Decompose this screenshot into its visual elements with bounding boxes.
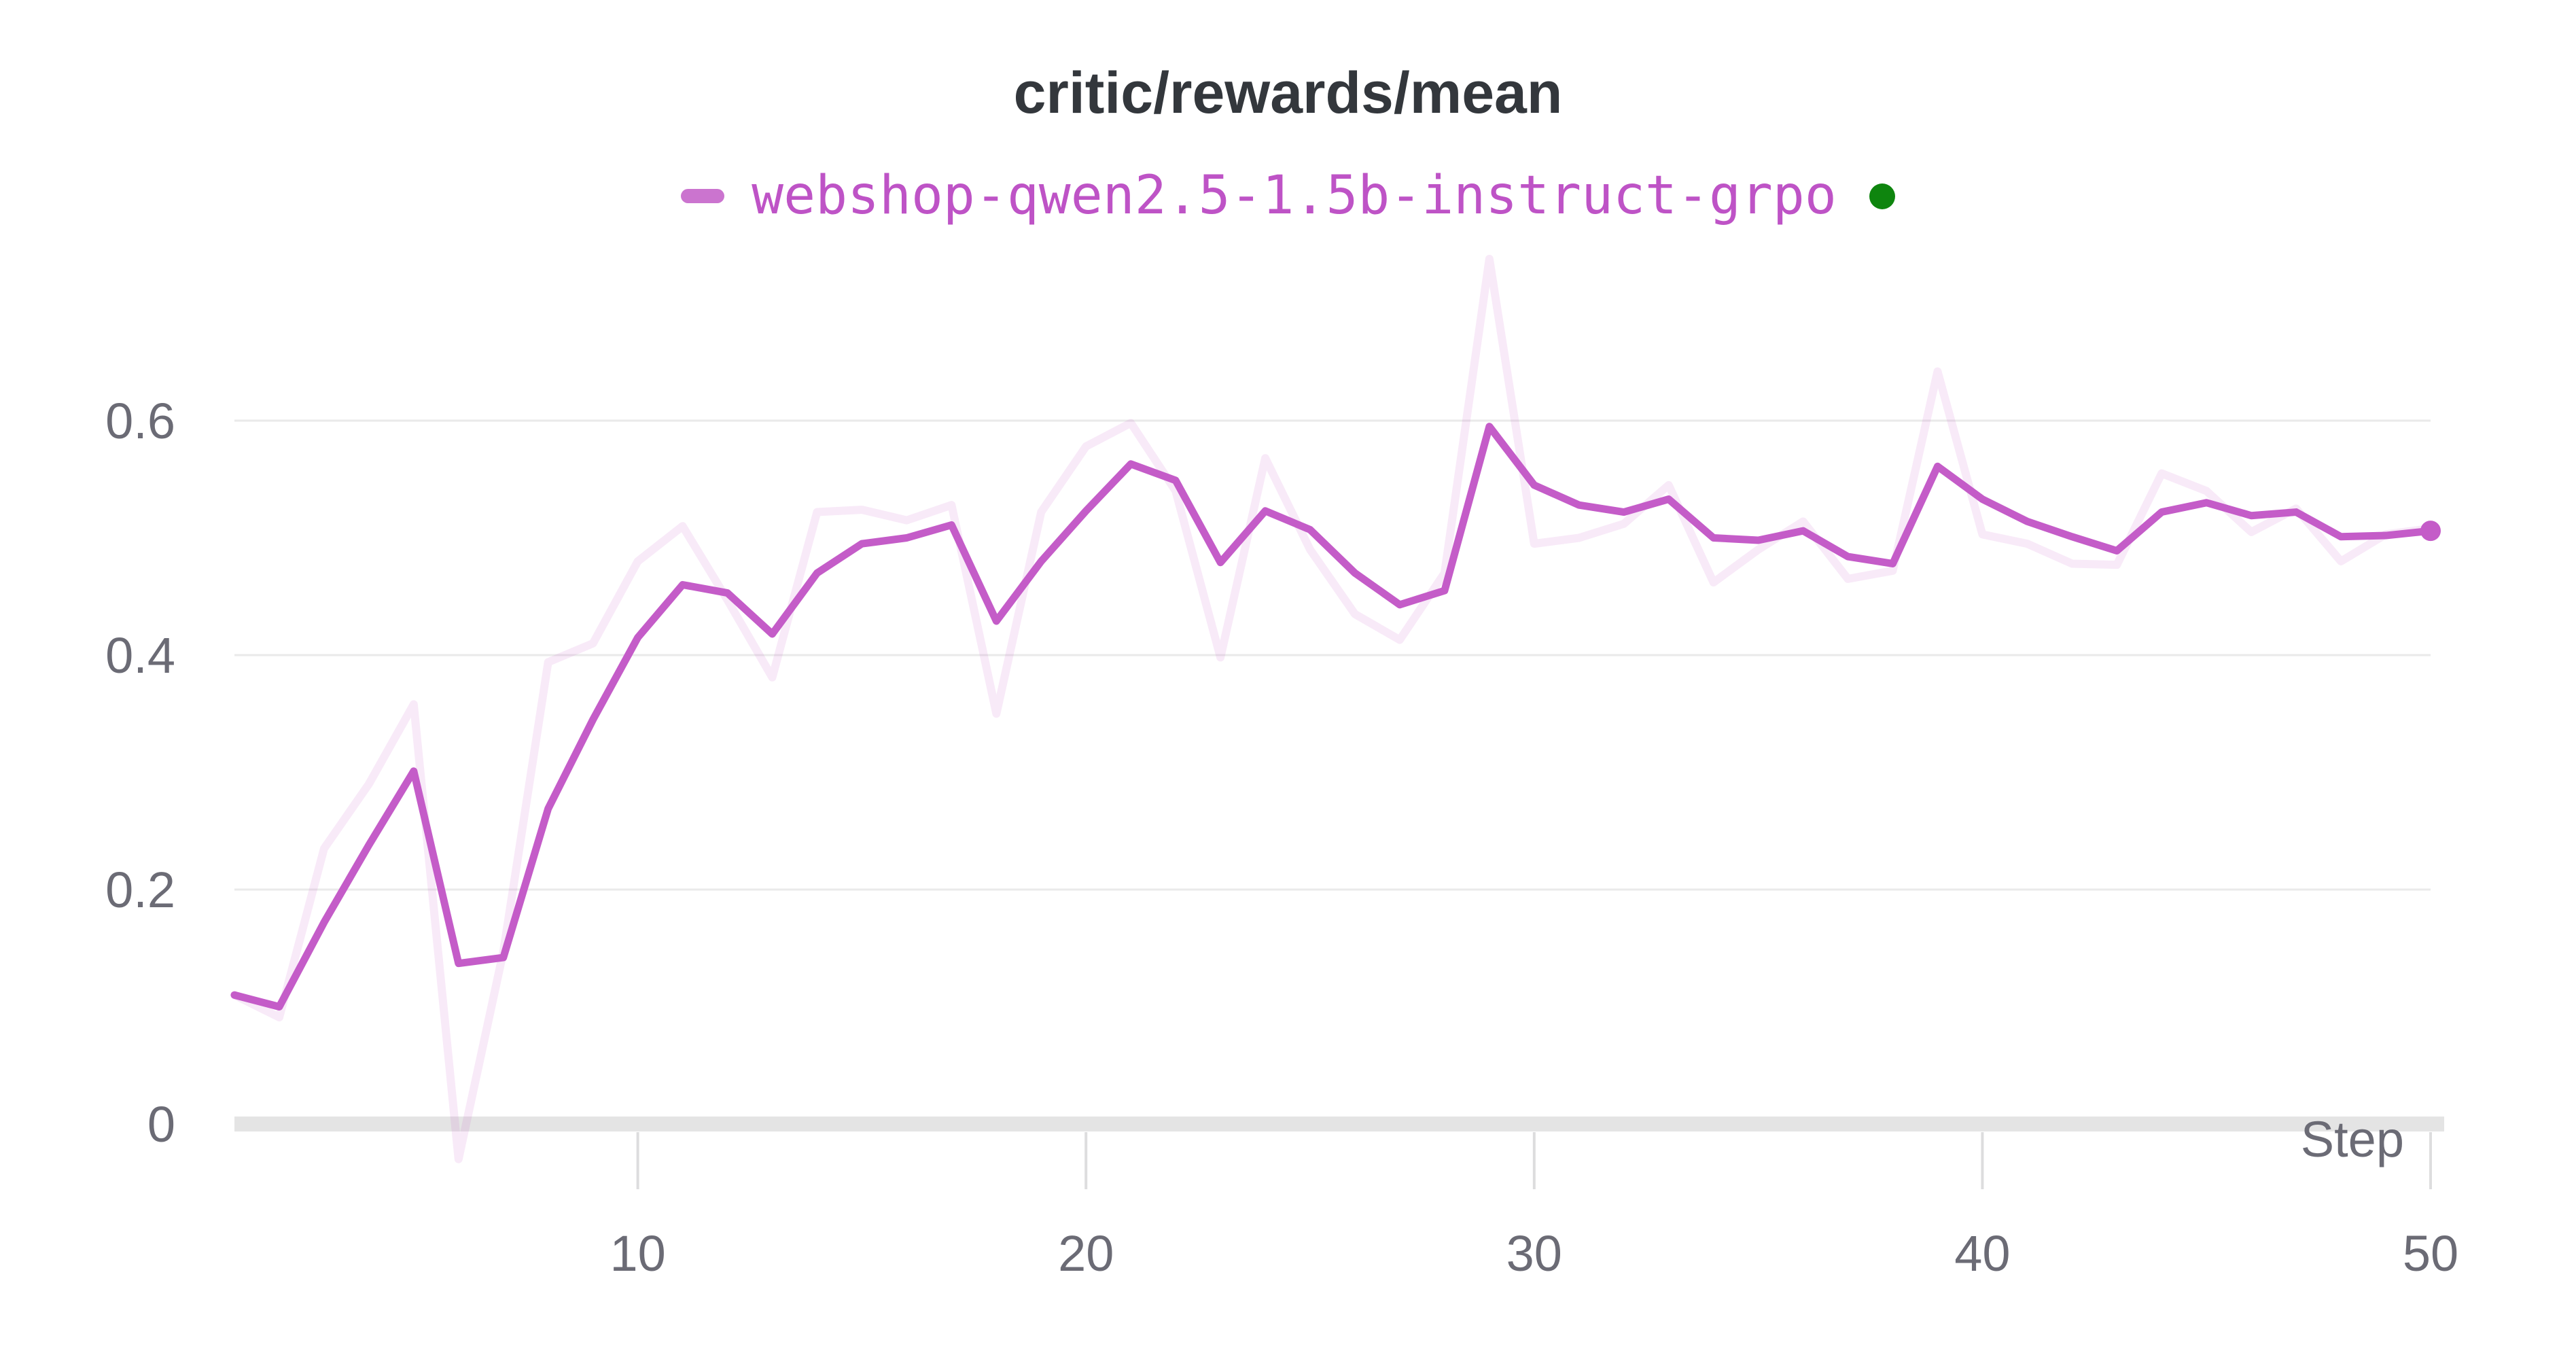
legend-item-run[interactable]: webshop-qwen2.5-1.5b-instruct-grpo (681, 165, 1895, 226)
y-tick-label: 0 (147, 1096, 175, 1153)
x-tick-label: 40 (1954, 1225, 2010, 1282)
end-point-marker[interactable] (2420, 521, 2441, 542)
run-status-dot-icon (1869, 183, 1895, 209)
legend-line-swatch-icon (681, 189, 725, 204)
x-axis-baseline (234, 1117, 2444, 1131)
raw-series-line (230, 254, 2435, 1163)
y-tick-label: 0.6 (105, 393, 175, 449)
x-axis-title: Step (2301, 1111, 2404, 1167)
chart-title: critic/rewards/mean (1013, 60, 1563, 126)
y-tick-label: 0.2 (105, 862, 175, 918)
x-tick-label: 50 (2403, 1225, 2458, 1282)
y-tick-label: 0.4 (105, 627, 175, 684)
smoothed-series-line[interactable] (230, 423, 2435, 1011)
x-tick-label: 30 (1506, 1225, 1562, 1282)
legend: webshop-qwen2.5-1.5b-instruct-grpo (0, 165, 2576, 226)
x-tick-label: 20 (1058, 1225, 1114, 1282)
legend-run-label: webshop-qwen2.5-1.5b-instruct-grpo (752, 165, 1837, 226)
x-tick-label: 10 (610, 1225, 665, 1282)
